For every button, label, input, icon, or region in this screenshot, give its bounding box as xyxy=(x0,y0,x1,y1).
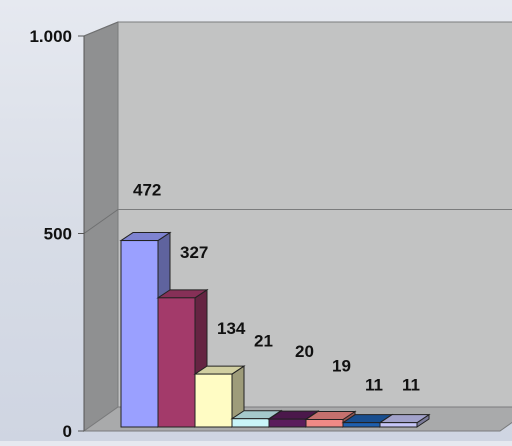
data-label-5: 19 xyxy=(332,356,351,375)
y-tick-label-0: 0 xyxy=(63,422,72,441)
data-label-7: 11 xyxy=(402,376,420,395)
bar-front-2 xyxy=(194,373,233,428)
bar-front-3 xyxy=(231,418,270,428)
y-tick-label-1: 500 xyxy=(44,225,72,244)
bar-front-4 xyxy=(268,418,307,428)
data-label-1: 327 xyxy=(180,243,208,262)
data-label-2: 134 xyxy=(217,319,246,338)
bar-front-5 xyxy=(305,418,344,428)
data-label-3: 21 xyxy=(254,332,273,351)
bar-front-6 xyxy=(342,422,381,428)
chart-side-wall xyxy=(83,21,119,432)
bar-2 xyxy=(193,365,246,428)
gridline-side-2 xyxy=(83,21,119,37)
gridline-side-1 xyxy=(83,209,119,234)
bar-front-0 xyxy=(120,240,159,428)
data-label-0: 472 xyxy=(133,181,161,200)
y-tick-label-2: 1.000 xyxy=(29,27,72,46)
data-label-6: 11 xyxy=(365,376,383,395)
bar-front-1 xyxy=(157,297,196,428)
bar-7 xyxy=(378,413,431,428)
bar-front-7 xyxy=(379,422,418,428)
data-label-4: 20 xyxy=(295,342,314,361)
